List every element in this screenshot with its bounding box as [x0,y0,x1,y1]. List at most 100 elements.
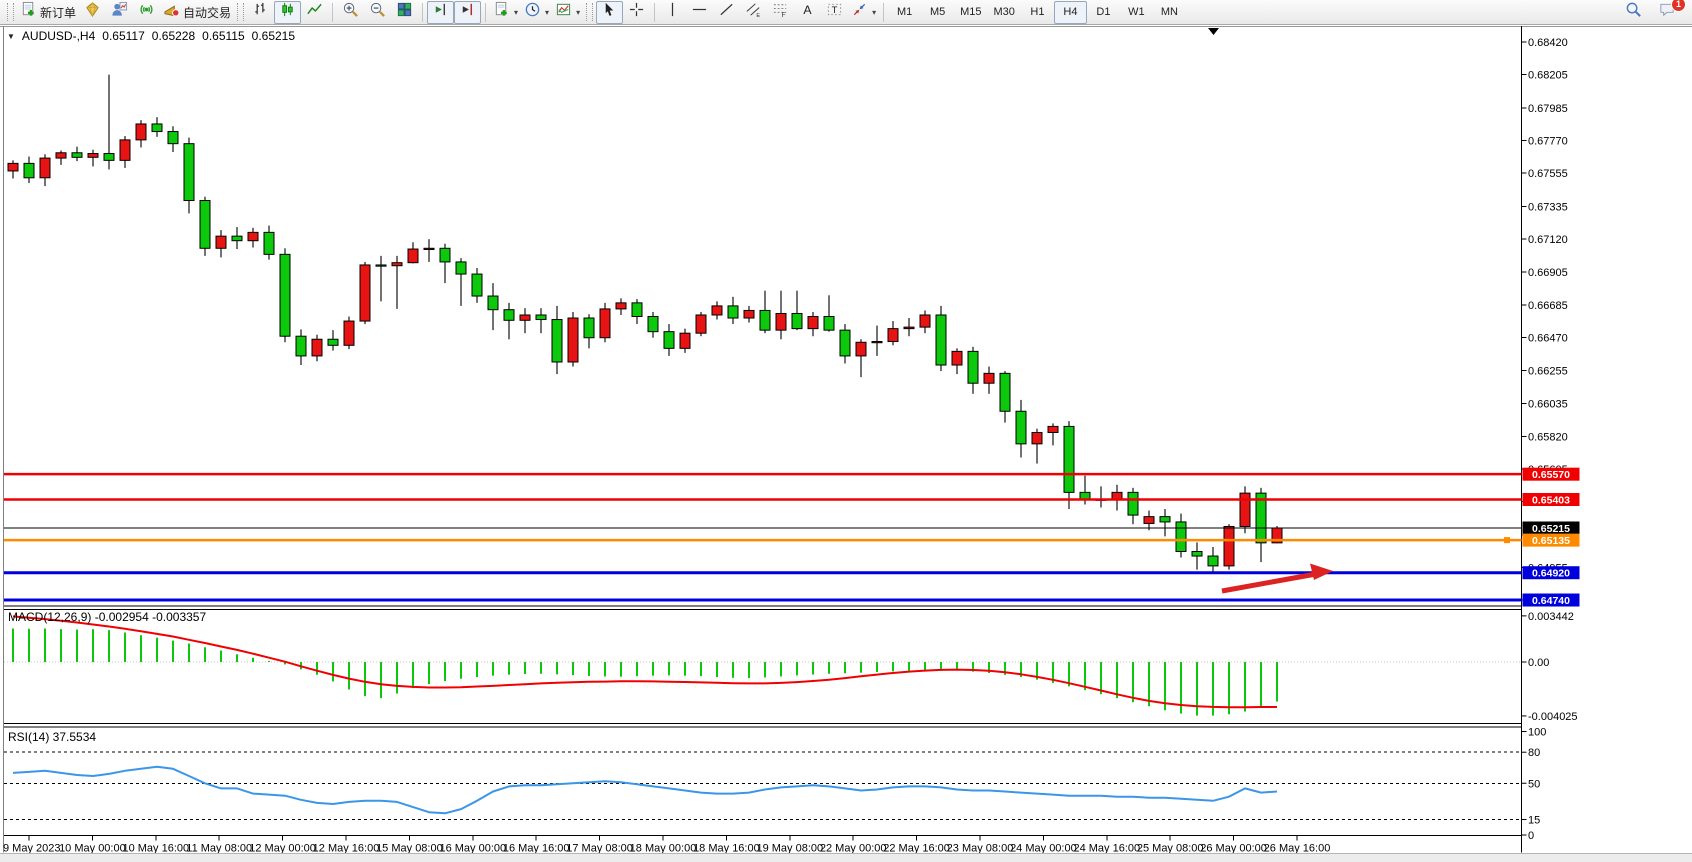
candle-chart-type-button[interactable] [274,0,302,24]
toolbar-separator [883,2,885,22]
cursor-tool-button[interactable] [596,0,624,24]
scroll-to-end-marker[interactable] [1208,28,1219,35]
candle [711,305,723,316]
collapse-caret-icon[interactable]: ▼ [7,31,15,41]
new-order-icon [20,1,37,23]
tile-windows-icon [396,1,413,23]
chat-button[interactable]: 1 [1653,0,1686,24]
timeframe-m30-button[interactable]: M30 [993,6,1015,18]
annotation-arrow[interactable] [1221,563,1333,594]
cursor-icon [601,1,618,23]
timeframe-d1-button[interactable]: D1 [1096,6,1111,18]
ohlc-low: 0.65115 [202,29,245,43]
candle [23,162,35,179]
candle [7,162,19,172]
fibonacci-tool-button[interactable]: F [767,1,794,24]
svg-text:0.67335: 0.67335 [1528,202,1568,214]
rsi-pane: 100 80 50 15 0 [4,727,1546,842]
candle [631,302,643,318]
auto-trading-button[interactable]: 自动交易 [160,1,234,24]
styler-button[interactable] [79,1,106,24]
periods-button[interactable]: ▾ [521,1,552,24]
macd-indicator-label: MACD(12,26,9) -0.002954 -0.003357 [8,610,207,624]
candle [215,235,227,249]
search-button[interactable] [1620,1,1647,24]
svg-text:0.00: 0.00 [1528,657,1549,669]
candle [567,317,579,363]
toolbar-grip[interactable] [237,3,245,21]
candle [1143,516,1155,524]
chart-title: ▼ AUDUSD-,H4 0.65117 0.65228 0.65115 0.6… [7,29,295,43]
svg-text:22 May 00:00: 22 May 00:00 [820,843,887,855]
label-tool-button[interactable]: T [821,1,848,24]
candle [1047,425,1059,433]
auto-trading-label: 自动交易 [183,5,232,20]
bar-chart-type-button[interactable] [247,1,274,24]
candle [999,372,1011,412]
candle [343,320,355,346]
new-chart-button[interactable]: ▾ [490,1,521,24]
timeframe-h4-button[interactable]: H4 [1053,0,1087,24]
candle [279,253,291,337]
candle [423,247,435,250]
candle [823,316,835,331]
candle [39,157,51,179]
channel-tool-button[interactable]: E [740,1,767,24]
toolbar-grip[interactable] [586,3,594,21]
candle [1207,555,1219,567]
svg-text:0.67985: 0.67985 [1528,103,1568,115]
candle [983,372,995,384]
candle [87,153,99,158]
candle [1239,492,1251,527]
candle [727,305,739,319]
chart-canvas[interactable]: 0.68420 0.68205 0.67985 0.67770 0.67555 0.673… [0,26,1692,862]
candle [263,231,275,255]
signal-button[interactable] [133,1,160,24]
crosshair-tool-button[interactable] [623,1,650,24]
timeframe-m5-button[interactable]: M5 [929,6,946,18]
svg-text:10 May 00:00: 10 May 00:00 [59,843,126,855]
vertical-line-tool-button[interactable] [659,1,686,24]
new-order-button[interactable]: 新订单 [17,1,79,24]
chevron-down-icon: ▾ [545,7,550,17]
ohlc-high: 0.65228 [151,29,196,43]
profile-button[interactable] [106,1,133,24]
candle [583,317,595,339]
arrows-tool-button[interactable]: ▾ [848,1,879,24]
timeframe-mn-button[interactable]: MN [1160,6,1178,18]
text-tool-button[interactable]: A [794,1,821,24]
support-line-2-price-tag [1522,593,1580,607]
candle [679,332,691,349]
svg-text:80: 80 [1528,747,1540,759]
timeframe-m1-button[interactable]: M1 [896,6,913,18]
template-icon [555,1,572,23]
toolbar-grip[interactable] [7,3,14,21]
timeframe-w1-button[interactable]: W1 [1128,6,1145,18]
timeframe-m15-button[interactable]: M15 [960,6,982,18]
horizontal-line-tool-button[interactable] [686,1,713,24]
svg-text:50: 50 [1528,778,1540,790]
candle [183,143,195,202]
svg-text:0.66470: 0.66470 [1528,333,1568,345]
chart-shift-button[interactable] [427,0,455,24]
candle [487,295,499,311]
zoom-in-button[interactable] [337,1,364,24]
svg-text:T: T [832,5,838,16]
candle [119,139,131,161]
zoom-out-button[interactable] [364,1,391,24]
auto-scroll-button[interactable] [454,0,482,24]
trendline-tool-button[interactable] [713,1,740,24]
templates-button[interactable]: ▾ [552,1,583,24]
candle [55,152,67,159]
candle [663,331,675,349]
candle [951,350,963,366]
tile-windows-button[interactable] [391,1,418,24]
timeframe-h1-button[interactable]: H1 [1030,6,1045,18]
svg-text:12 May 00:00: 12 May 00:00 [249,843,316,855]
svg-text:22 May 16:00: 22 May 16:00 [883,843,950,855]
svg-text:18 May 00:00: 18 May 00:00 [630,843,697,855]
candle [807,316,819,330]
line-chart-type-button[interactable] [301,1,328,24]
